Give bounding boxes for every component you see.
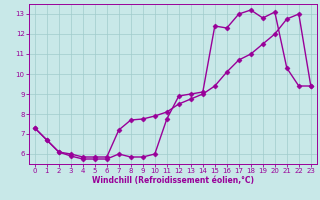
X-axis label: Windchill (Refroidissement éolien,°C): Windchill (Refroidissement éolien,°C) — [92, 176, 254, 185]
